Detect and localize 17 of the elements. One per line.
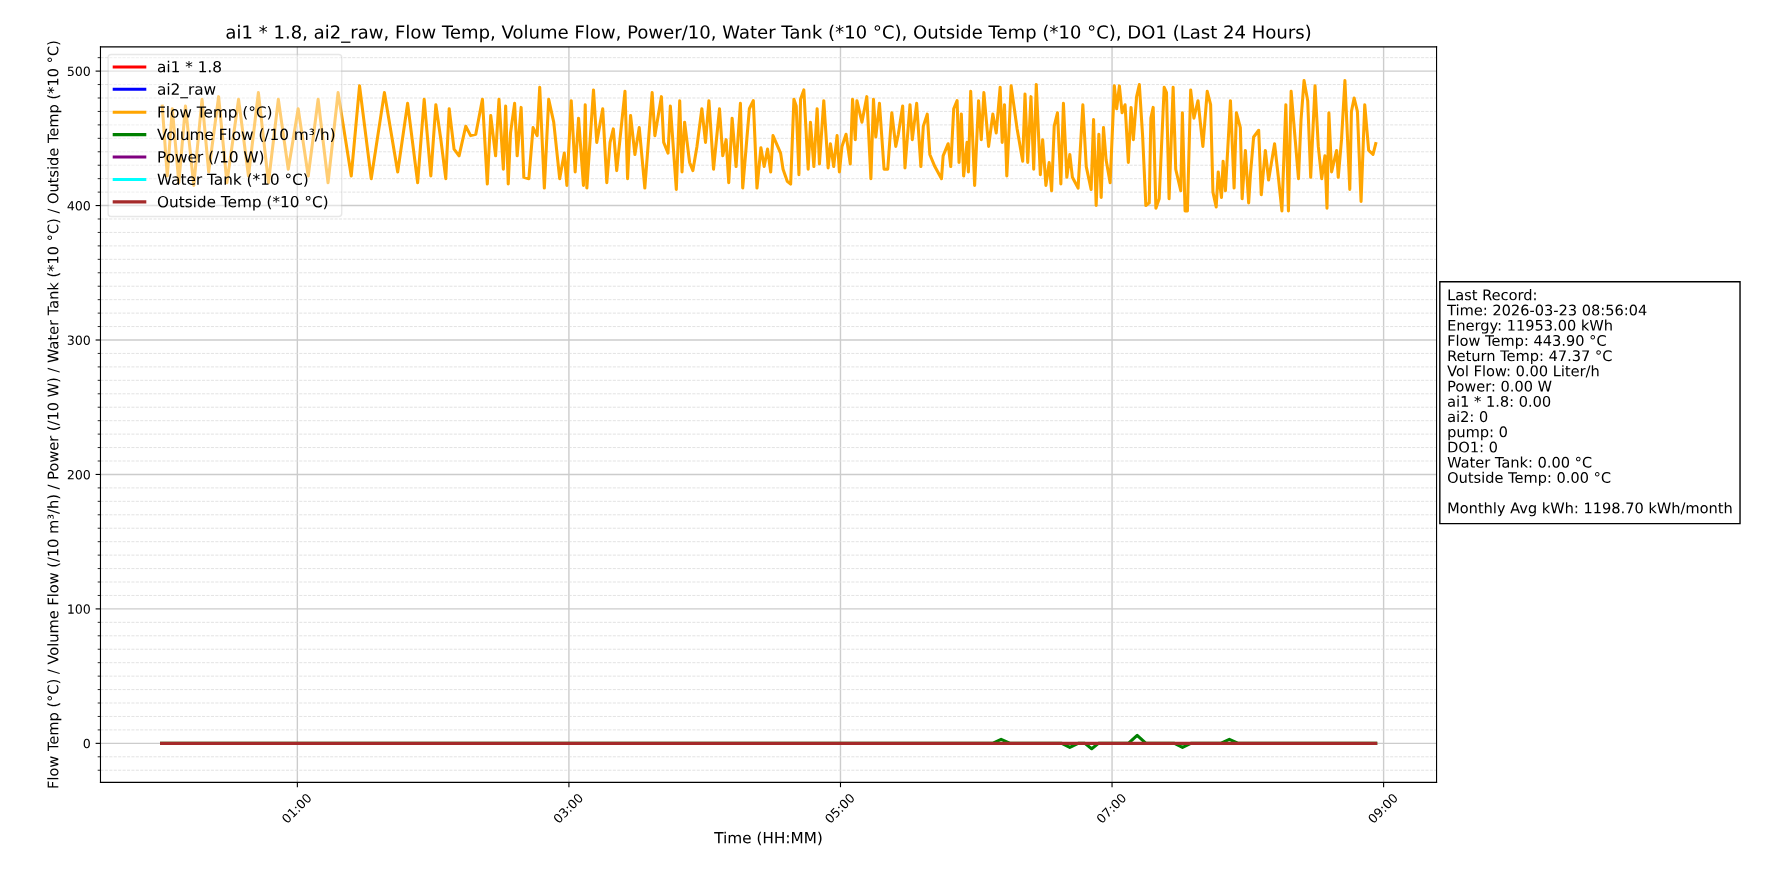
- y-tick-label: 400: [67, 201, 90, 211]
- legend-label: ai1 * 1.8: [157, 60, 221, 73]
- y-tick-label: 300: [67, 335, 90, 345]
- legend-label: Power (/10 W): [158, 150, 264, 165]
- legend-label: ai2_raw: [157, 83, 216, 99]
- text: Last Record: Time: 2026-03-23 08:56:04 Energy: 11953.00 kWh Flow Temp: 443.90 °C Return Temp: 47.37 °C Vol Flow: 0.00 Liter/h Power: 0.00 W ai1 * 1.8: 0.00 ai2: 0 pump: 0 DO1: 0 Water Tank: 0.00 °C Outside Temp: 0.00 °C Monthly Avg kWh: 1198.70 kWh/month: [1447, 289, 1732, 517]
- x-axis-title: Time (HH:MM): [714, 831, 822, 846]
- legend-label: Flow Temp (°C): [158, 105, 272, 121]
- y-tick-label: 200: [67, 469, 90, 480]
- chart-title: ai1 * 1.8, ai2_raw, Flow Temp, Volume Flow, Power/10, Water Tank (*10 °C), Outside Temp (*10 °C), DO1 (Last 24 Hours): [226, 24, 1311, 43]
- legend-label: Volume Flow (/10 m³/h): [157, 128, 335, 142]
- legend-label: Outside Temp (*10 °C): [157, 195, 328, 211]
- y-axis-title: Flow Temp (°C) / Volume Flow (/10 m³/h) / Power (/10 W) / Water Tank (*10 °C) / Outside Temp (*10 °C): [47, 41, 62, 788]
- legend-label: Water Tank (*10 °C): [157, 173, 308, 187]
- y-tick-label: 0: [83, 738, 90, 749]
- y-tick-label: 500: [67, 66, 90, 77]
- y-tick-label: 100: [68, 604, 90, 614]
